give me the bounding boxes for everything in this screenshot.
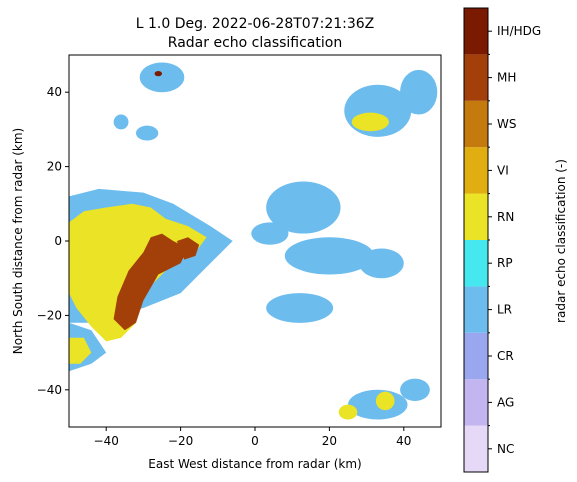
colorbar-frame — [463, 7, 489, 473]
echo-region-lr — [266, 293, 334, 323]
echo-region-lr — [359, 248, 404, 279]
x-tick-label: −40 — [94, 434, 119, 448]
echo-region-lr — [284, 237, 375, 275]
y-tick-label: −20 — [37, 308, 62, 322]
echo-region-rn — [375, 391, 395, 411]
y-axis-label: North South distance from radar (km) — [11, 128, 25, 354]
colorbar-tick-label: LR — [497, 303, 512, 317]
x-tick-label: −20 — [168, 434, 193, 448]
colorbar-swatch-rp — [464, 240, 488, 287]
colorbar-swatch-lr — [464, 286, 488, 333]
y-tick-label: 20 — [47, 160, 62, 174]
plot-area — [68, 54, 442, 428]
echo-region-lr — [113, 114, 129, 130]
colorbar-tick-label: RP — [497, 256, 513, 270]
echo-region-rn — [338, 404, 358, 420]
echo-region-lr — [400, 69, 438, 115]
x-axis: −40 −20 0 20 40 — [94, 427, 411, 448]
colorbar-swatch-ws — [464, 100, 488, 148]
colorbar-tick-label: AG — [497, 395, 514, 409]
colorbar-tick-label: CR — [497, 349, 514, 363]
echo-region-ih-hdg — [154, 70, 162, 77]
echo-region-lr — [400, 378, 430, 401]
x-tick-label: 40 — [396, 434, 411, 448]
colorbar-swatch-rn — [464, 193, 488, 240]
colorbar-swatch-ag — [464, 379, 488, 426]
x-tick-label: 20 — [322, 434, 337, 448]
echo-region-lr — [135, 125, 159, 141]
colorbar-tick-label: IH/HDG — [497, 24, 541, 38]
chart-title: L 1.0 Deg. 2022-06-28T07:21:36Z — [136, 16, 375, 32]
colorbar-label: radar echo classification (-) — [554, 159, 568, 323]
colorbar-tick-label: NC — [497, 442, 514, 456]
echo-region-rn — [351, 112, 389, 132]
colorbar-tick-label: MH — [497, 71, 516, 85]
colorbar-tick-label: VI — [497, 163, 509, 177]
colorbar-swatch-ih-hdg — [464, 8, 488, 55]
y-axis: −40 −20 0 20 40 — [37, 85, 69, 397]
y-tick-label: −40 — [37, 383, 62, 397]
colorbar-swatch-cr — [464, 332, 488, 380]
colorbar-swatch-nc — [464, 425, 488, 472]
colorbar-tick-label: RN — [497, 210, 514, 224]
y-tick-label: 0 — [54, 234, 62, 248]
echo-region-lr — [251, 222, 289, 245]
colorbar-swatch-mh — [464, 54, 488, 101]
echo-region-lr — [139, 62, 185, 93]
echo-region-mh — [176, 237, 200, 260]
y-tick-label: 40 — [47, 85, 62, 99]
chart-subtitle: Radar echo classification — [168, 35, 342, 51]
echo-region-lr — [266, 181, 341, 234]
colorbar-tick-label: WS — [497, 117, 516, 131]
x-axis-label: East West distance from radar (km) — [148, 457, 361, 471]
x-tick-label: 0 — [251, 434, 259, 448]
colorbar: NC AG CR LR RP RN VI WS MH IH/HDG — [463, 7, 541, 473]
echo-region-mh — [113, 233, 188, 331]
echo-regions — [69, 62, 438, 420]
colorbar-swatch-vi — [464, 147, 488, 194]
echo-region-rn — [69, 337, 92, 364]
